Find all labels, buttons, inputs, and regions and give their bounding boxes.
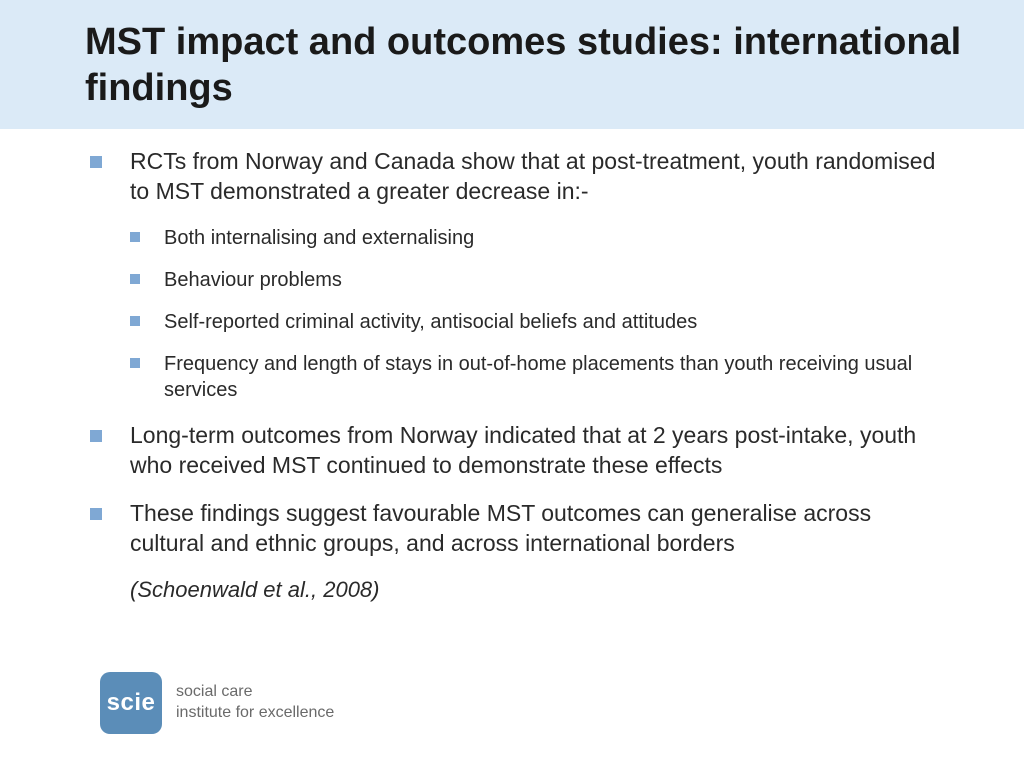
list-item: RCTs from Norway and Canada show that at… [90, 147, 944, 403]
list-item: Long-term outcomes from Norway indicated… [90, 421, 944, 481]
scie-logo-icon: scie [100, 672, 162, 734]
list-item: Self-reported criminal activity, antisoc… [130, 309, 944, 335]
citation: (Schoenwald et al., 2008) [130, 577, 944, 603]
bullet-list-level2: Both internalising and externalising Beh… [130, 225, 944, 403]
slide-title: MST impact and outcomes studies: interna… [85, 20, 1024, 111]
list-item: Both internalising and externalising [130, 225, 944, 251]
slide-content: RCTs from Norway and Canada show that at… [0, 129, 1024, 602]
bullet-text: RCTs from Norway and Canada show that at… [130, 148, 935, 204]
list-item: These findings suggest favourable MST ou… [90, 499, 944, 559]
logo-caption: social care institute for excellence [176, 682, 334, 724]
logo-line1: social care [176, 682, 334, 703]
bullet-list-level1: RCTs from Norway and Canada show that at… [90, 147, 944, 558]
footer-logo: scie social care institute for excellenc… [100, 672, 334, 734]
title-band: MST impact and outcomes studies: interna… [0, 0, 1024, 129]
list-item: Behaviour problems [130, 267, 944, 293]
list-item: Frequency and length of stays in out-of-… [130, 351, 944, 403]
logo-line2: institute for excellence [176, 703, 334, 724]
